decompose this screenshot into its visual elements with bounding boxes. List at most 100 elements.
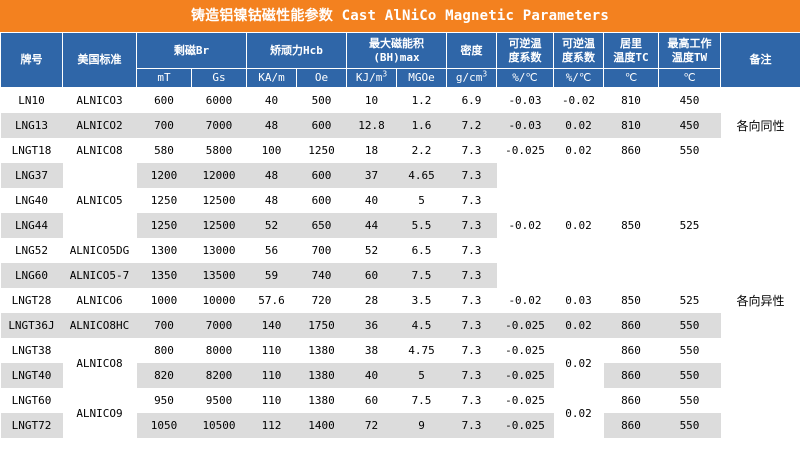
cell-hcb-oe: 500	[296, 87, 347, 113]
cell-bh-kj: 60	[346, 263, 397, 288]
cell-bh-mgoe: 6.5	[396, 238, 447, 263]
cell-rev-br: -0.03	[496, 87, 554, 113]
header-curie-line1: 居里	[620, 36, 642, 50]
cell-rev-hc: 0.02	[553, 338, 604, 388]
cell-hcb-kam: 57.6	[246, 288, 297, 313]
header-rev-br-line1: 可逆温	[508, 36, 542, 50]
cell-density: 7.2	[446, 113, 497, 138]
cell-hcb-oe: 650	[296, 213, 347, 238]
table-row: LNG60 ALNICO5-7 1350 13500 59 740 60 7.5…	[0, 263, 800, 288]
cell-bh-mgoe: 4.75	[396, 338, 447, 363]
cell-grade: LNGT40	[0, 363, 63, 388]
cell-curie: 860	[603, 388, 659, 413]
header-rev-hc: 可逆温 度系数	[553, 32, 604, 69]
unit-mt: mT	[136, 68, 192, 88]
cell-br-gs: 13500	[191, 263, 247, 288]
cell-hcb-oe: 600	[296, 163, 347, 188]
cell-max-temp: 550	[658, 413, 721, 438]
header-curie-line2: 温度TC	[613, 50, 649, 64]
table-row: LNGT38 ALNICO8 800 8000 110 1380 38 4.75…	[0, 338, 800, 388]
cell-hcb-kam: 110	[246, 338, 297, 363]
cell-density: 7.3	[446, 338, 497, 363]
cell-bh-kj: 40	[346, 188, 397, 213]
cell-standard: ALNICO8	[62, 338, 137, 388]
cell-bh-mgoe: 5	[396, 363, 447, 388]
cell-bh-kj: 38	[346, 338, 397, 363]
cell-standard: ALNICO9	[62, 388, 137, 438]
cell-bh-kj: 52	[346, 238, 397, 263]
cell-max-temp: 450	[658, 113, 721, 138]
header-max-temp-line1: 最高工作	[667, 36, 712, 50]
cell-hcb-kam: 140	[246, 313, 297, 338]
cell-grade: LNG60	[0, 263, 63, 288]
cell-bh-mgoe: 7.5	[396, 263, 447, 288]
cell-rev-hc: 0.02	[553, 388, 604, 438]
cell-rev-hc: 0.02	[553, 113, 604, 138]
cell-bh-mgoe: 1.2	[396, 87, 447, 113]
cell-curie: 860	[603, 338, 659, 363]
cell-hcb-oe: 740	[296, 263, 347, 288]
cell-hcb-oe: 600	[296, 113, 347, 138]
cell-rev-br: -0.02	[496, 288, 554, 313]
table-row: LNGT36J ALNICO8HC 700 7000 140 1750 36 4…	[0, 313, 800, 338]
cell-rev-br: -0.025	[496, 413, 554, 438]
cell-grade: LNG37	[0, 163, 63, 188]
cell-standard: ALNICO5	[62, 163, 137, 238]
header-curie: 居里 温度TC	[603, 32, 659, 69]
cell-density: 7.3	[446, 238, 497, 263]
cell-br-gs: 12000	[191, 163, 247, 188]
unit-row: mT Gs KA/m Oe KJ/m3 MGOe g/cm3 %/℃ %/℃ ℃…	[1, 68, 800, 88]
cell-grade: LNGT18	[0, 138, 63, 163]
cell-hcb-oe: 1380	[296, 388, 347, 413]
cell-bh-mgoe: 4.5	[396, 313, 447, 338]
cell-br-mt: 1250	[136, 188, 192, 213]
cell-br-mt: 1000	[136, 288, 192, 313]
cell-br-gs: 7000	[191, 113, 247, 138]
cell-rev-hc: 0.03	[553, 288, 604, 313]
cell-standard: ALNICO3	[62, 87, 137, 113]
cell-br-mt: 950	[136, 388, 192, 413]
cell-bh-mgoe: 4.65	[396, 163, 447, 188]
cell-br-gs: 12500	[191, 188, 247, 213]
unit-kjm3-exp: 3	[382, 69, 388, 79]
header-hcb: 矫顽力Hcb	[246, 32, 347, 69]
cell-standard: ALNICO5DG	[62, 238, 137, 263]
unit-gcm3: g/cm3	[446, 68, 497, 88]
cell-hcb-kam: 110	[246, 363, 297, 388]
cell-density: 7.3	[446, 313, 497, 338]
cell-density: 7.3	[446, 213, 497, 238]
cell-grade: LNGT60	[0, 388, 63, 413]
cell-hcb-kam: 52	[246, 213, 297, 238]
cell-standard: ALNICO5-7	[62, 263, 137, 288]
cell-standard: ALNICO8	[62, 138, 137, 163]
cell-bh-kj: 37	[346, 163, 397, 188]
unit-gs: Gs	[191, 68, 247, 88]
cell-grade: LNG40	[0, 188, 63, 213]
cell-rev-hc: 0.02	[553, 138, 604, 163]
header-br: 剩磁Br	[136, 32, 247, 69]
cell-max-temp: 550	[658, 313, 721, 338]
header-max-temp-line2: 温度TW	[671, 50, 708, 64]
cell-bh-kj: 72	[346, 413, 397, 438]
cell-br-gs: 10000	[191, 288, 247, 313]
cell-standard: ALNICO2	[62, 113, 137, 138]
cell-hcb-kam: 48	[246, 188, 297, 213]
table-row: LNG13 ALNICO2 700 7000 48 600 12.8 1.6 7…	[0, 113, 800, 138]
unit-max-temp-deg: ℃	[658, 68, 721, 88]
cell-hcb-oe: 600	[296, 188, 347, 213]
cell-hcb-kam: 48	[246, 113, 297, 138]
cell-density: 7.3	[446, 363, 497, 388]
cell-bh-kj: 10	[346, 87, 397, 113]
cell-curie: 810	[603, 87, 659, 113]
cell-curie: 860	[603, 413, 659, 438]
cell-br-mt: 580	[136, 138, 192, 163]
cell-max-temp: 525	[658, 288, 721, 313]
cell-density: 7.3	[446, 388, 497, 413]
cell-hcb-kam: 59	[246, 263, 297, 288]
cell-hcb-kam: 110	[246, 388, 297, 413]
cell-hcb-oe: 1250	[296, 138, 347, 163]
cell-bh-mgoe: 5.5	[396, 213, 447, 238]
cell-rev-br: -0.025	[496, 338, 554, 363]
cell-br-gs: 9500	[191, 388, 247, 413]
cell-bh-kj: 36	[346, 313, 397, 338]
